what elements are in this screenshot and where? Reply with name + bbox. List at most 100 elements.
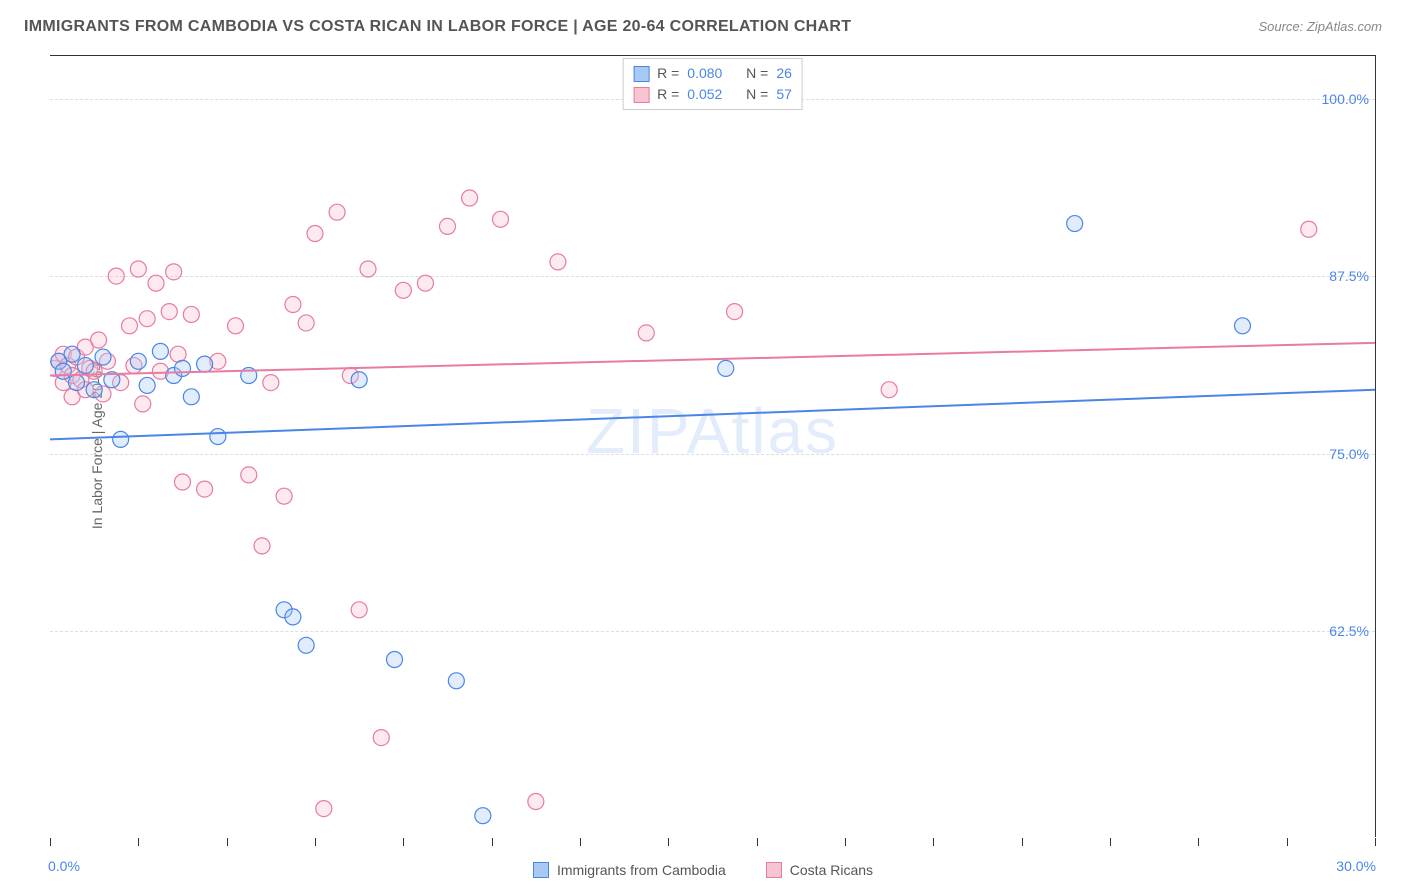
- data-point-costarica: [528, 794, 544, 810]
- x-tick-mark: [492, 838, 493, 846]
- data-point-cambodia: [351, 372, 367, 388]
- data-point-cambodia: [387, 652, 403, 668]
- correlation-legend: R = 0.080 N = 26 R = 0.052 N = 57: [622, 58, 803, 110]
- swatch-costarica: [766, 862, 782, 878]
- data-point-cambodia: [130, 353, 146, 369]
- data-point-cambodia: [152, 343, 168, 359]
- x-tick-mark: [1287, 838, 1288, 846]
- x-tick-mark: [933, 838, 934, 846]
- x-tick-mark: [403, 838, 404, 846]
- r-value-costarica: 0.052: [687, 84, 722, 105]
- series-legend: Immigrants from Cambodia Costa Ricans: [0, 862, 1406, 878]
- data-point-costarica: [440, 218, 456, 234]
- data-point-costarica: [462, 190, 478, 206]
- data-point-costarica: [417, 275, 433, 291]
- data-point-costarica: [228, 318, 244, 334]
- data-point-cambodia: [69, 375, 85, 391]
- x-tick-mark: [138, 838, 139, 846]
- n-value-costarica: 57: [776, 84, 792, 105]
- data-point-cambodia: [55, 363, 71, 379]
- legend-label-costarica: Costa Ricans: [790, 862, 873, 878]
- r-label: R =: [657, 84, 679, 105]
- data-point-costarica: [108, 268, 124, 284]
- data-point-costarica: [360, 261, 376, 277]
- data-point-costarica: [493, 211, 509, 227]
- legend-item-costarica: Costa Ricans: [766, 862, 873, 878]
- x-tick-mark: [1110, 838, 1111, 846]
- trendline-costarica: [50, 343, 1375, 376]
- data-point-cambodia: [175, 360, 191, 376]
- swatch-cambodia: [533, 862, 549, 878]
- x-tick-mark: [580, 838, 581, 846]
- x-tick-mark: [227, 838, 228, 846]
- source-attribution: Source: ZipAtlas.com: [1258, 19, 1382, 34]
- data-point-costarica: [183, 306, 199, 322]
- data-point-costarica: [881, 382, 897, 398]
- swatch-costarica: [633, 87, 649, 103]
- x-tick-mark: [1375, 838, 1376, 846]
- data-point-costarica: [130, 261, 146, 277]
- data-point-cambodia: [718, 360, 734, 376]
- scatter-plot: [50, 56, 1375, 837]
- chart-area: R = 0.080 N = 26 R = 0.052 N = 57 ZIPAtl…: [50, 55, 1376, 837]
- data-point-cambodia: [475, 808, 491, 824]
- data-point-costarica: [254, 538, 270, 554]
- data-point-costarica: [316, 801, 332, 817]
- n-value-cambodia: 26: [776, 63, 792, 84]
- data-point-costarica: [550, 254, 566, 270]
- n-label: N =: [746, 63, 768, 84]
- data-point-cambodia: [1067, 216, 1083, 232]
- x-tick-mark: [668, 838, 669, 846]
- data-point-cambodia: [139, 377, 155, 393]
- data-point-costarica: [161, 304, 177, 320]
- data-point-costarica: [175, 474, 191, 490]
- data-point-costarica: [373, 730, 389, 746]
- data-point-costarica: [241, 467, 257, 483]
- data-point-cambodia: [86, 382, 102, 398]
- data-point-cambodia: [77, 358, 93, 374]
- data-point-costarica: [351, 602, 367, 618]
- x-tick-mark: [1022, 838, 1023, 846]
- data-point-cambodia: [1235, 318, 1251, 334]
- data-point-costarica: [139, 311, 155, 327]
- data-point-costarica: [298, 315, 314, 331]
- data-point-costarica: [263, 375, 279, 391]
- data-point-costarica: [395, 282, 411, 298]
- data-point-cambodia: [285, 609, 301, 625]
- x-tick-mark: [315, 838, 316, 846]
- data-point-cambodia: [448, 673, 464, 689]
- data-point-costarica: [91, 332, 107, 348]
- data-point-cambodia: [298, 637, 314, 653]
- x-tick-mark: [845, 838, 846, 846]
- r-label: R =: [657, 63, 679, 84]
- page-title: IMMIGRANTS FROM CAMBODIA VS COSTA RICAN …: [24, 18, 851, 36]
- data-point-costarica: [166, 264, 182, 280]
- data-point-cambodia: [210, 429, 226, 445]
- legend-label-cambodia: Immigrants from Cambodia: [557, 862, 726, 878]
- data-point-costarica: [148, 275, 164, 291]
- data-point-costarica: [307, 226, 323, 242]
- x-tick-mark: [757, 838, 758, 846]
- legend-row-costarica: R = 0.052 N = 57: [633, 84, 792, 105]
- r-value-cambodia: 0.080: [687, 63, 722, 84]
- data-point-costarica: [638, 325, 654, 341]
- data-point-cambodia: [95, 349, 111, 365]
- n-label: N =: [746, 84, 768, 105]
- data-point-costarica: [329, 204, 345, 220]
- data-point-costarica: [170, 346, 186, 362]
- data-point-cambodia: [113, 431, 129, 447]
- trendline-cambodia: [50, 390, 1375, 440]
- data-point-costarica: [285, 297, 301, 313]
- data-point-costarica: [727, 304, 743, 320]
- x-tick-mark: [1198, 838, 1199, 846]
- legend-row-cambodia: R = 0.080 N = 26: [633, 63, 792, 84]
- data-point-costarica: [276, 488, 292, 504]
- data-point-cambodia: [64, 346, 80, 362]
- data-point-costarica: [135, 396, 151, 412]
- data-point-cambodia: [197, 356, 213, 372]
- data-point-costarica: [122, 318, 138, 334]
- swatch-cambodia: [633, 66, 649, 82]
- data-point-costarica: [197, 481, 213, 497]
- legend-item-cambodia: Immigrants from Cambodia: [533, 862, 726, 878]
- data-point-cambodia: [183, 389, 199, 405]
